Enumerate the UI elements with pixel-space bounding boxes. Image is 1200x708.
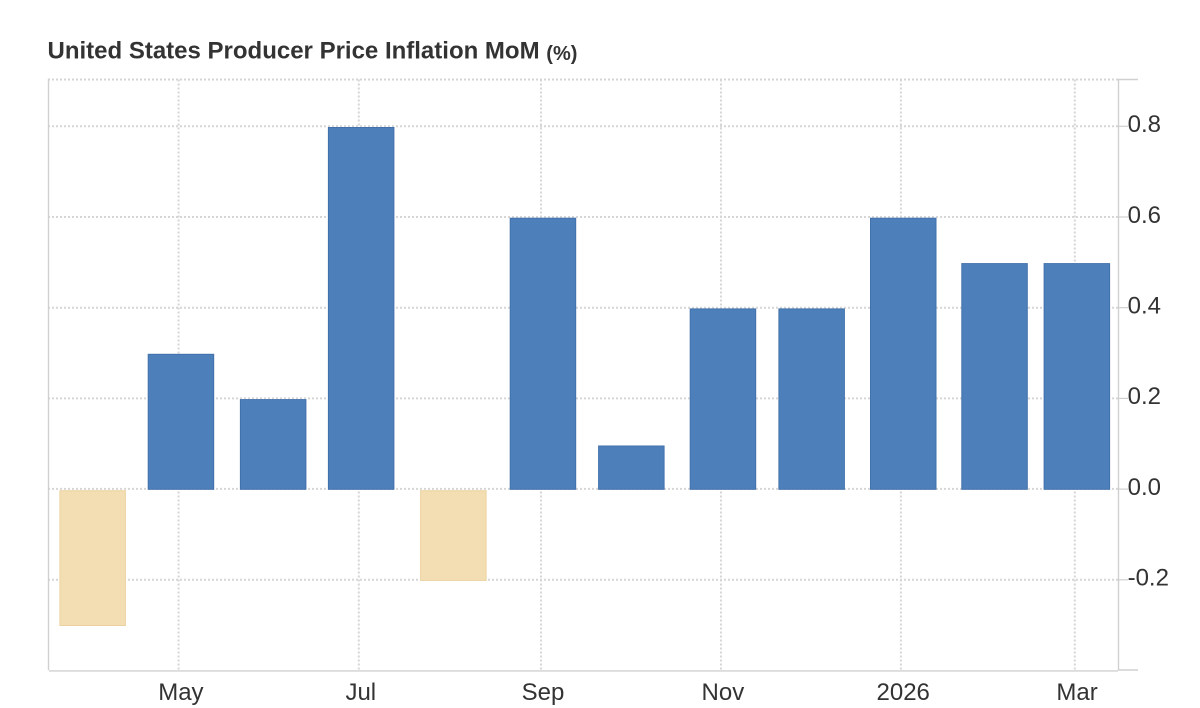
svg-text:(%): (%) [546, 43, 577, 65]
svg-text:0.0: 0.0 [1128, 474, 1161, 501]
svg-text:0.2: 0.2 [1128, 383, 1161, 410]
svg-text:0.6: 0.6 [1128, 202, 1161, 229]
svg-text:United States Producer Price I: United States Producer Price Inflation M… [48, 38, 540, 65]
svg-text:Jul: Jul [345, 679, 376, 706]
svg-text:Nov: Nov [702, 679, 745, 706]
svg-text:0.4: 0.4 [1128, 293, 1161, 320]
svg-text:May: May [158, 679, 203, 706]
svg-text:-0.2: -0.2 [1128, 565, 1169, 592]
svg-text:Mar: Mar [1056, 679, 1097, 706]
svg-text:Sep: Sep [522, 679, 565, 706]
svg-text:0.8: 0.8 [1128, 111, 1161, 138]
svg-text:2026: 2026 [877, 679, 930, 706]
